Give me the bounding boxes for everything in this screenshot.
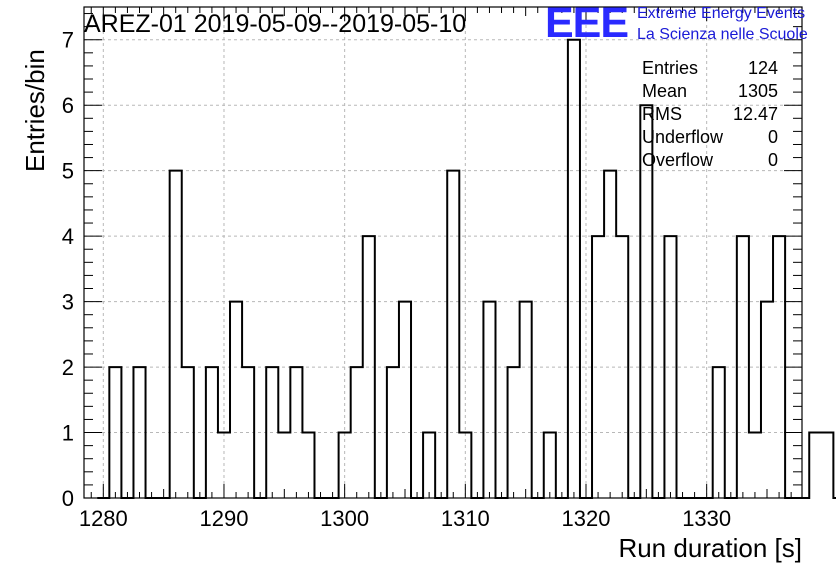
- logo-line-2: La Scienza nelle Scuole: [637, 26, 808, 43]
- y-tick-label: 3: [62, 290, 74, 315]
- histogram-bar: [821, 433, 833, 498]
- grid-lines: [84, 7, 802, 498]
- eee-logo: EEE: [545, 0, 629, 47]
- x-axis-label: Run duration [s]: [618, 533, 802, 563]
- x-tick-label: 1320: [562, 506, 611, 531]
- histogram-bar: [230, 302, 242, 498]
- histogram-bar: [278, 433, 290, 498]
- stats-value: 1305: [737, 81, 778, 101]
- histogram-bar: [447, 171, 459, 498]
- histogram-outline: [97, 38, 836, 499]
- histogram-bar: [170, 171, 182, 498]
- x-tick-label: 1330: [682, 506, 731, 531]
- stats-label: Overflow: [642, 150, 714, 170]
- stats-row-mean: Mean 1305: [642, 81, 778, 104]
- tick-labels: 1280 1290 1300 1310 1320 1330 0 1 2 3 4 5 6 7: [62, 28, 731, 531]
- histogram-bar: [399, 302, 411, 498]
- x-tick-label: 1310: [441, 506, 490, 531]
- logo-line-1: Extreme Energy Events: [637, 5, 806, 22]
- stats-row-rms: RMS 12.47: [642, 104, 778, 127]
- histogram-bar: [483, 302, 495, 498]
- y-tick-label: 5: [62, 159, 74, 184]
- stats-label: Mean: [642, 81, 688, 101]
- x-tick-label: 1300: [320, 506, 369, 531]
- histogram-bar: [520, 302, 532, 498]
- axis-ticks: [84, 7, 802, 499]
- histogram-bars: [97, 38, 836, 499]
- stats-row-underflow: Underflow 0: [642, 127, 778, 150]
- stats-box: Entries 124 Mean 1305 RMS 12.47 Underflow 0 …: [642, 58, 778, 173]
- histogram-bar: [568, 40, 580, 498]
- stats-value: 0: [767, 150, 778, 170]
- x-tick-label: 1280: [79, 506, 128, 531]
- histogram-bar: [761, 302, 773, 498]
- y-tick-label: 2: [62, 355, 74, 380]
- x-tick-label: 1290: [200, 506, 249, 531]
- y-tick-label: 1: [62, 421, 74, 446]
- histogram-bar: [809, 433, 821, 498]
- plot-frame: [83, 6, 803, 499]
- stats-value: 12.47: [732, 104, 778, 124]
- stats-row-entries: Entries 124: [642, 58, 778, 81]
- histogram-bar: [544, 433, 556, 498]
- y-tick-label: 6: [62, 93, 74, 118]
- stats-value: 124: [747, 58, 778, 78]
- histogram-bar: [749, 433, 761, 498]
- histogram-bar: [604, 171, 616, 498]
- y-tick-label: 4: [62, 224, 74, 249]
- y-tick-label: 7: [62, 28, 74, 53]
- stats-value: 0: [767, 127, 778, 147]
- histogram-bar: [302, 433, 314, 498]
- stats-label: Entries: [642, 58, 699, 78]
- stats-row-overflow: Overflow 0: [642, 150, 778, 173]
- stats-label: RMS: [642, 104, 682, 124]
- histogram-bar: [423, 433, 435, 498]
- y-tick-label: 0: [62, 486, 74, 511]
- chart-title: AREZ-01 2019-05-09--2019-05-10: [84, 10, 467, 38]
- stats-label: Underflow: [642, 127, 724, 147]
